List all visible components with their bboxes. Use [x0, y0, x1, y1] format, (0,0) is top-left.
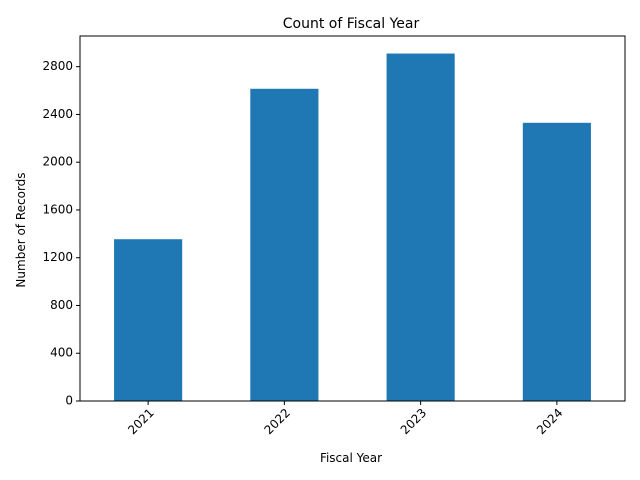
- y-tick-label: 1600: [42, 202, 73, 216]
- y-tick-label: 2000: [42, 155, 73, 169]
- x-axis-title: Fiscal Year: [320, 451, 382, 465]
- bar-2021: [114, 239, 183, 401]
- bar-2024: [522, 122, 591, 401]
- x-tick-label: 2021: [125, 406, 156, 437]
- y-tick-label: 2800: [42, 59, 73, 73]
- bar-2023: [386, 53, 455, 402]
- y-tick-label: 0: [65, 394, 73, 408]
- y-axis-title: Number of Records: [14, 172, 28, 287]
- x-tick-label: 2024: [534, 406, 565, 437]
- x-tick-label: 2022: [261, 406, 292, 437]
- bars-group: [114, 53, 591, 402]
- y-tick-label: 1200: [42, 250, 73, 264]
- y-tick-label: 2400: [42, 107, 73, 121]
- chart-title: Count of Fiscal Year: [283, 16, 420, 32]
- bar-2022: [250, 88, 319, 402]
- x-tick-label: 2023: [398, 406, 429, 437]
- y-tick-label: 400: [50, 346, 73, 360]
- y-axis-ticks: 0 400 800 1200 1600 2000 2400 2800: [42, 59, 80, 408]
- y-tick-label: 800: [50, 298, 73, 312]
- plot-frame: [79, 35, 626, 402]
- x-axis-ticks: 2021 2022 2023 2024: [125, 401, 565, 437]
